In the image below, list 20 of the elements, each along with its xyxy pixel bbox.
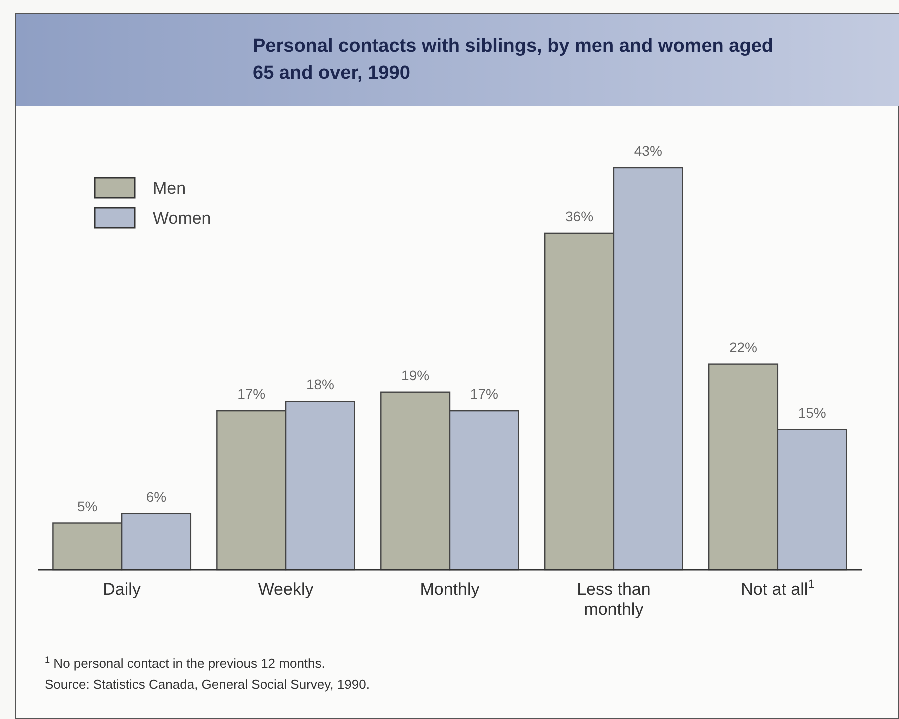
data-label: 17% [238, 386, 266, 402]
data-label: 19% [402, 367, 430, 384]
data-label: 18% [306, 376, 334, 393]
data-label: 15% [798, 404, 826, 421]
data-label: 36% [566, 208, 594, 224]
source-note: Source: Statistics Canada, General Social Survey, 1990. [45, 677, 370, 692]
x-tick-label: Not at all$^{1}$ [741, 577, 816, 599]
text: $^{1}$ No personal contact in the previous 12 months. [45, 655, 326, 671]
data-label: 17% [470, 386, 498, 402]
legend-label: Men [153, 179, 186, 198]
x-tick-label: Daily [103, 580, 142, 599]
x-tick-label: Monthly [420, 580, 480, 599]
data-label: 6% [146, 488, 167, 505]
data-label: 5% [78, 498, 98, 514]
x-tick-label: Weekly [258, 580, 314, 599]
legend-label: Women [153, 209, 212, 228]
chart-title: Personal contacts with siblings, by men and women aged 65 and over, 1990 [253, 36, 774, 84]
data-label: 22% [729, 339, 758, 356]
data-label: 43% [634, 143, 662, 159]
x-tick-label: Less than monthly [577, 580, 651, 619]
